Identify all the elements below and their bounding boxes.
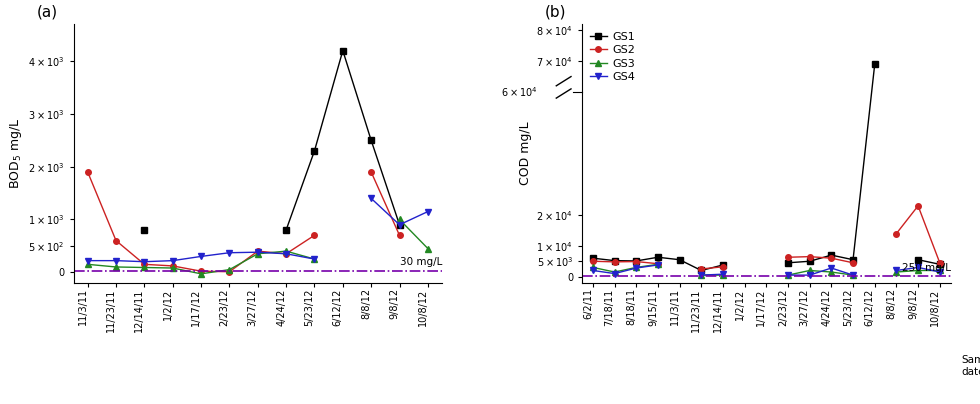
GS4 bbox=[696, 273, 708, 278]
GS2 bbox=[652, 261, 663, 266]
GS4 bbox=[652, 263, 663, 267]
GS4 bbox=[847, 273, 858, 278]
GS4 bbox=[630, 265, 642, 270]
Line: GS4: GS4 bbox=[590, 262, 943, 278]
GS4 bbox=[609, 271, 620, 276]
GS2 bbox=[609, 259, 620, 264]
Text: Sampling
date: Sampling date bbox=[961, 355, 980, 377]
GS3 bbox=[891, 269, 903, 274]
Y-axis label: BOD$_5$ mg/L: BOD$_5$ mg/L bbox=[8, 118, 24, 189]
Text: 250 mg/L: 250 mg/L bbox=[902, 263, 951, 274]
GS4 bbox=[804, 273, 815, 278]
Text: $6\times10^4$: $6\times10^4$ bbox=[501, 85, 538, 99]
GS3 bbox=[804, 268, 815, 273]
GS2 bbox=[630, 259, 642, 264]
GS2 bbox=[696, 267, 708, 271]
GS2 bbox=[804, 254, 815, 259]
Text: (a): (a) bbox=[36, 4, 58, 19]
GS1 bbox=[587, 256, 599, 261]
GS3 bbox=[696, 273, 708, 278]
GS2 bbox=[912, 204, 924, 208]
GS1 bbox=[673, 257, 685, 262]
GS4 bbox=[891, 268, 903, 273]
GS3 bbox=[912, 268, 924, 273]
GS3 bbox=[782, 273, 794, 278]
GS4 bbox=[782, 273, 794, 278]
GS2 bbox=[934, 260, 946, 265]
Text: (b): (b) bbox=[545, 4, 566, 19]
GS4 bbox=[912, 265, 924, 270]
GS2 bbox=[782, 255, 794, 260]
GS4 bbox=[717, 272, 729, 277]
GS1 bbox=[630, 259, 642, 263]
GS3 bbox=[717, 273, 729, 278]
GS2 bbox=[587, 259, 599, 264]
GS3 bbox=[587, 265, 599, 270]
GS1 bbox=[782, 260, 794, 265]
GS1 bbox=[912, 257, 924, 262]
Line: GS3: GS3 bbox=[590, 261, 943, 278]
GS3 bbox=[652, 262, 663, 267]
Y-axis label: COD mg/L: COD mg/L bbox=[519, 122, 532, 185]
GS4 bbox=[825, 265, 837, 270]
GS1 bbox=[696, 268, 708, 273]
GS1 bbox=[717, 263, 729, 267]
Line: GS2: GS2 bbox=[590, 203, 943, 272]
GS3 bbox=[609, 269, 620, 274]
GS1 bbox=[609, 258, 620, 263]
GS4 bbox=[587, 268, 599, 273]
GS2 bbox=[717, 264, 729, 269]
GS1 bbox=[825, 252, 837, 257]
GS2 bbox=[891, 231, 903, 236]
Line: GS1: GS1 bbox=[590, 61, 943, 273]
GS4 bbox=[934, 269, 946, 274]
GS3 bbox=[847, 273, 858, 278]
GS2 bbox=[825, 256, 837, 261]
GS1 bbox=[804, 259, 815, 264]
GS1 bbox=[847, 257, 858, 262]
GS3 bbox=[630, 265, 642, 270]
GS1 bbox=[934, 262, 946, 267]
GS2 bbox=[847, 260, 858, 265]
GS1 bbox=[869, 62, 881, 67]
GS3 bbox=[825, 269, 837, 274]
Text: 30 mg/L: 30 mg/L bbox=[400, 257, 442, 267]
Legend: GS1, GS2, GS3, GS4: GS1, GS2, GS3, GS4 bbox=[588, 30, 637, 84]
GS3 bbox=[934, 268, 946, 273]
GS1 bbox=[652, 255, 663, 260]
